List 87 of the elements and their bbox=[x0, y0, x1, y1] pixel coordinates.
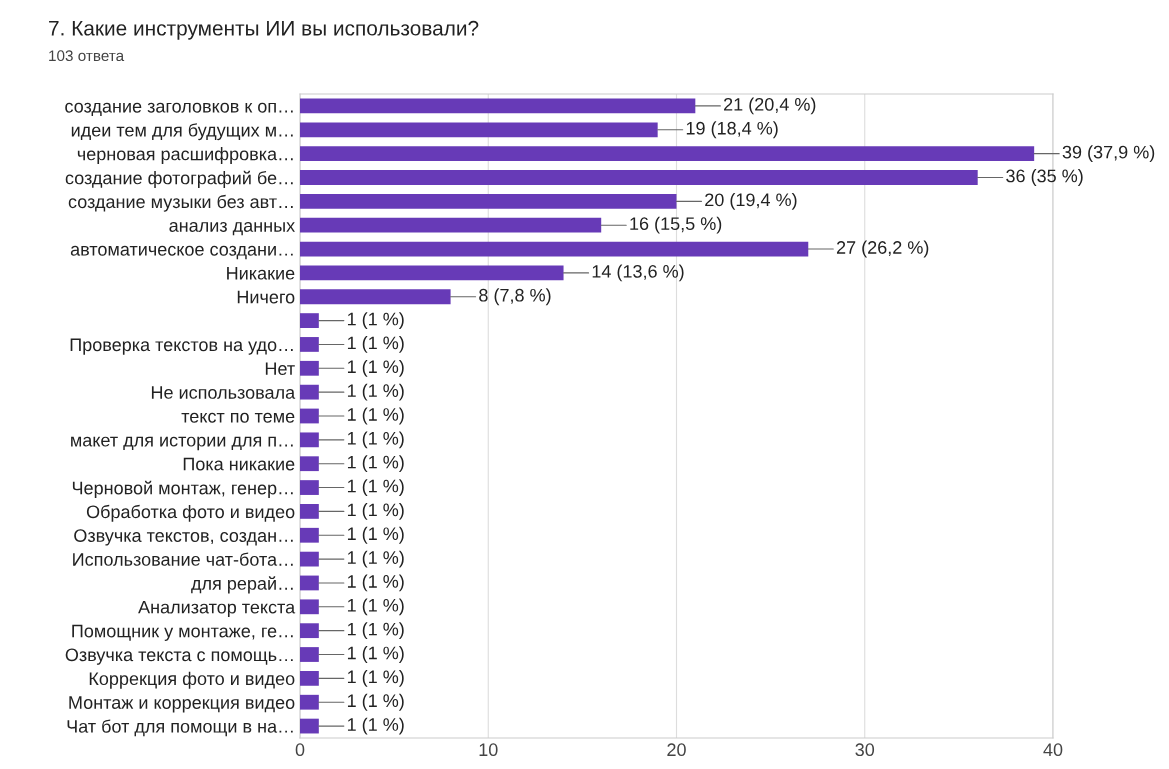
data-label: 1 (1 %) bbox=[347, 431, 404, 449]
y-tick-label: Монтаж и коррекция видео bbox=[69, 696, 295, 713]
data-label: 1 (1 %) bbox=[347, 479, 404, 496]
bar bbox=[300, 456, 319, 472]
data-label: 1 (1 %) bbox=[347, 669, 404, 687]
bar bbox=[300, 623, 319, 639]
bar bbox=[300, 170, 978, 185]
y-tick-label: Чат бот для помощи в на… bbox=[67, 719, 293, 737]
bar bbox=[300, 265, 564, 281]
y-tick-label: Пока никакие bbox=[183, 457, 295, 471]
data-label: 1 (1 %) bbox=[347, 502, 404, 520]
bar bbox=[300, 193, 677, 209]
data-label: 21 (20,4 %) bbox=[724, 97, 816, 115]
data-label: 20 (19,4 %) bbox=[705, 192, 797, 210]
y-tick-label: автоматическое создани… bbox=[70, 245, 293, 260]
bar bbox=[300, 647, 319, 662]
y-tick-label: Анализатор текста bbox=[138, 600, 296, 618]
y-tick-label: Не использовала bbox=[151, 386, 296, 399]
data-label: 1 (1 %) bbox=[347, 717, 404, 735]
bar bbox=[300, 694, 319, 710]
y-tick-label: Помощник у монтаже, ге… bbox=[72, 624, 293, 641]
data-label: 14 (13,6 %) bbox=[592, 264, 684, 282]
data-label: 1 (1 %) bbox=[347, 622, 404, 640]
bar bbox=[300, 480, 319, 495]
y-tick-label: Проверка текстов на удо… bbox=[70, 338, 293, 355]
bar bbox=[300, 146, 1035, 162]
data-label: 1 (1 %) bbox=[347, 550, 404, 568]
y-tick-label: текст по теме bbox=[181, 412, 295, 423]
y-tick-label: создание фотографий бе… bbox=[65, 170, 293, 188]
y-tick-label: макет для истории для п… bbox=[71, 436, 293, 451]
bar bbox=[300, 122, 658, 138]
bar bbox=[300, 313, 319, 328]
bar bbox=[300, 432, 319, 448]
x-tick-label: 20 bbox=[667, 743, 686, 757]
data-label: 1 (1 %) bbox=[347, 336, 404, 353]
data-label: 36 (35 %) bbox=[1006, 169, 1083, 186]
y-tick-label: Ничего bbox=[237, 290, 295, 304]
data-label: 19 (18,4 %) bbox=[686, 121, 778, 139]
data-label: 39 (37,9 %) bbox=[1062, 145, 1155, 163]
y-tick-label: Коррекция фото и видео bbox=[89, 671, 295, 689]
bar bbox=[300, 527, 319, 543]
data-label: 1 (1 %) bbox=[347, 407, 404, 425]
y-tick-label: создание музыки без авт… bbox=[68, 194, 293, 212]
data-label: 1 (1 %) bbox=[347, 646, 404, 663]
y-tick-label: Черновой монтаж, генер… bbox=[72, 480, 293, 498]
bar bbox=[300, 670, 319, 686]
bar bbox=[300, 599, 319, 615]
x-tick-label: 10 bbox=[479, 743, 498, 757]
y-tick-label: Использование чат-бота… bbox=[73, 552, 293, 566]
y-tick-label: для рерай… bbox=[191, 576, 293, 594]
bar bbox=[300, 360, 319, 376]
data-label: 27 (26,2 %) bbox=[836, 240, 929, 258]
y-tick-label: черновая расшифровка… bbox=[77, 147, 293, 164]
bar bbox=[300, 718, 319, 734]
y-tick-label: Нет bbox=[265, 362, 295, 376]
data-label: 1 (1 %) bbox=[347, 383, 404, 401]
bar bbox=[300, 241, 809, 257]
x-tick-label: 0 bbox=[295, 743, 305, 757]
bar bbox=[300, 217, 602, 233]
data-label: 8 (7,8 %) bbox=[479, 288, 551, 306]
y-tick-label: Обработка фото и видео bbox=[86, 504, 295, 522]
bar bbox=[300, 551, 319, 567]
data-label: 1 (1 %) bbox=[347, 598, 404, 616]
data-label: 1 (1 %) bbox=[347, 574, 404, 592]
bar bbox=[300, 289, 451, 305]
y-tick-label: Озвучка текстов, создан… bbox=[74, 529, 293, 546]
data-label: 1 (1 %) bbox=[347, 455, 404, 473]
chart-title: 7. Какие инструменты ИИ вы использовали? bbox=[49, 20, 479, 40]
data-label: 1 (1 %) bbox=[347, 359, 404, 377]
data-label: 1 (1 %) bbox=[347, 526, 404, 544]
data-label: 16 (15,5 %) bbox=[630, 216, 722, 234]
y-tick-label: Никакие bbox=[227, 267, 295, 280]
text: 103 ответа bbox=[49, 50, 125, 62]
x-tick-label: 30 bbox=[855, 743, 875, 757]
bar bbox=[300, 504, 319, 519]
x-tick-label: 40 bbox=[1043, 743, 1063, 757]
data-label: 1 (1 %) bbox=[347, 693, 404, 711]
bar bbox=[300, 384, 319, 400]
y-tick-label: идеи тем для будущих м… bbox=[71, 123, 293, 141]
bar bbox=[300, 337, 319, 352]
bar bbox=[300, 408, 319, 424]
data-label: 1 (1 %) bbox=[347, 312, 404, 329]
y-tick-label: Озвучка текста с помощь… bbox=[65, 648, 293, 665]
bar bbox=[300, 575, 319, 591]
bar bbox=[300, 98, 696, 114]
y-tick-label: создание заголовков к оп… bbox=[65, 102, 293, 117]
y-tick-label: анализ данных bbox=[169, 222, 295, 236]
